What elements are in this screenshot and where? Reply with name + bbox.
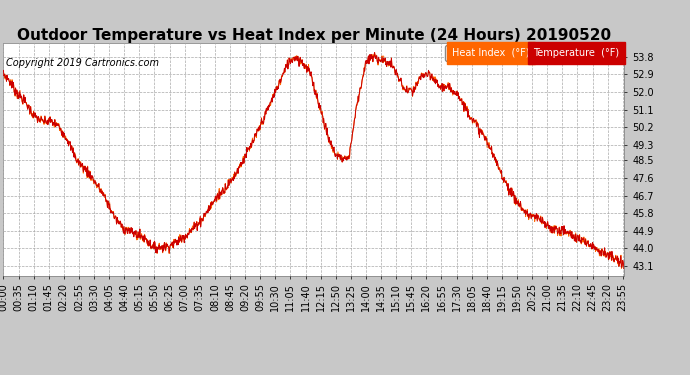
Legend: Heat Index  (°F), Temperature  (°F): Heat Index (°F), Temperature (°F) bbox=[445, 45, 622, 61]
Title: Outdoor Temperature vs Heat Index per Minute (24 Hours) 20190520: Outdoor Temperature vs Heat Index per Mi… bbox=[17, 28, 611, 43]
Text: Copyright 2019 Cartronics.com: Copyright 2019 Cartronics.com bbox=[6, 58, 159, 68]
